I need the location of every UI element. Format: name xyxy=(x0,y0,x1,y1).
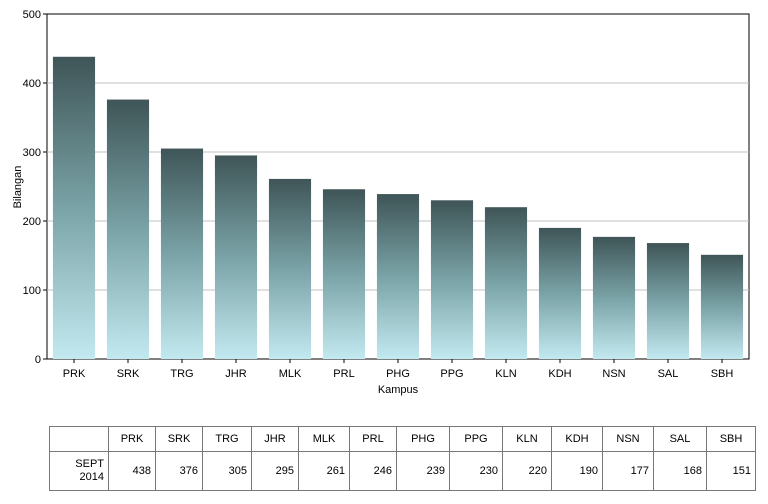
row-label-line2: 2014 xyxy=(79,471,104,483)
bar-sbh xyxy=(700,254,744,359)
bar-kdh xyxy=(538,227,582,359)
bar-nsn xyxy=(592,236,636,359)
table-row-label: SEPT 2014 xyxy=(49,451,109,491)
row-label-line1: SEPT xyxy=(75,458,104,470)
bar-jhr xyxy=(214,155,258,359)
bar-phg xyxy=(376,194,420,359)
y-tick-label: 400 xyxy=(23,78,41,90)
table-cell-jhr: 295 xyxy=(251,451,299,491)
bar-prl xyxy=(322,189,366,359)
x-tick-label: PHG xyxy=(386,368,410,380)
bars xyxy=(52,56,744,359)
x-tick-label: MLK xyxy=(279,368,302,380)
table-cell-prl: 246 xyxy=(349,451,397,491)
table-cell-nsn: 177 xyxy=(602,451,654,491)
x-tick-label: KLN xyxy=(495,368,516,380)
x-axis-title: Kampus xyxy=(378,384,419,396)
x-tick-label: SRK xyxy=(117,368,140,380)
x-tick-label: NSN xyxy=(602,368,625,380)
y-tick-label: 300 xyxy=(23,147,41,159)
table-row: SEPT 2014 438 376 305 295 261 246 239 230 220 190 1… xyxy=(49,451,756,491)
bar-sal xyxy=(646,243,690,359)
x-tick-label: PRL xyxy=(333,368,354,380)
table-header-ppg: PPG xyxy=(449,426,503,452)
bar-trg xyxy=(160,148,204,359)
x-tick-label: SBH xyxy=(711,368,734,380)
table-cell-kdh: 190 xyxy=(551,451,603,491)
table-header-kln: KLN xyxy=(502,426,552,452)
table-header-sbh: SBH xyxy=(706,426,756,452)
bar-ppg xyxy=(430,200,474,359)
x-tick-label: KDH xyxy=(548,368,571,380)
y-tick-label: 500 xyxy=(23,9,41,21)
y-axis-title: Bilangan xyxy=(12,166,24,209)
x-tick-label: JHR xyxy=(225,368,246,380)
table-header-nsn: NSN xyxy=(602,426,654,452)
table-cell-trg: 305 xyxy=(202,451,252,491)
table-header-row: PRK SRK TRG JHR MLK PRL PHG PPG KLN KDH NSN SAL SBH xyxy=(49,426,756,452)
table-header-kdh: KDH xyxy=(551,426,603,452)
x-tick-label: TRG xyxy=(170,368,193,380)
table-cell-phg: 239 xyxy=(396,451,450,491)
table-header-sal: SAL xyxy=(653,426,707,452)
table-header-srk: SRK xyxy=(155,426,203,452)
y-tick-label: 200 xyxy=(23,216,41,228)
table-header-jhr: JHR xyxy=(251,426,299,452)
bar-chart: 0 100 200 300 400 500 PRK SRK TRG JHR MLK PRL PHG PP… xyxy=(12,9,750,396)
table-header-prk: PRK xyxy=(108,426,156,452)
table-header-prl: PRL xyxy=(349,426,397,452)
x-tick-label: SAL xyxy=(658,368,679,380)
bar-mlk xyxy=(268,178,312,359)
table-header-mlk: MLK xyxy=(298,426,350,452)
table-cell-srk: 376 xyxy=(155,451,203,491)
table-cell-mlk: 261 xyxy=(298,451,350,491)
table-cell-sbh: 151 xyxy=(706,451,756,491)
y-tick-label: 0 xyxy=(35,354,41,366)
y-tick-label: 100 xyxy=(23,285,41,297)
x-axis-ticks: PRK SRK TRG JHR MLK PRL PHG PPG KLN KDH NSN SAL SBH xyxy=(63,359,734,380)
x-tick-label: PPG xyxy=(440,368,463,380)
table-cell-kln: 220 xyxy=(502,451,552,491)
data-table: PRK SRK TRG JHR MLK PRL PHG PPG KLN KDH NSN SAL SBH … xyxy=(49,426,756,491)
table-cell-prk: 438 xyxy=(108,451,156,491)
bar-srk xyxy=(106,99,150,359)
table-header-trg: TRG xyxy=(202,426,252,452)
bar-prk xyxy=(52,56,96,359)
y-axis-ticks: 0 100 200 300 400 500 xyxy=(23,9,47,366)
table-header-phg: PHG xyxy=(396,426,450,452)
table-corner-cell xyxy=(49,426,109,452)
table-cell-ppg: 230 xyxy=(449,451,503,491)
bar-kln xyxy=(484,207,528,359)
x-tick-label: PRK xyxy=(63,368,86,380)
table-cell-sal: 168 xyxy=(653,451,707,491)
